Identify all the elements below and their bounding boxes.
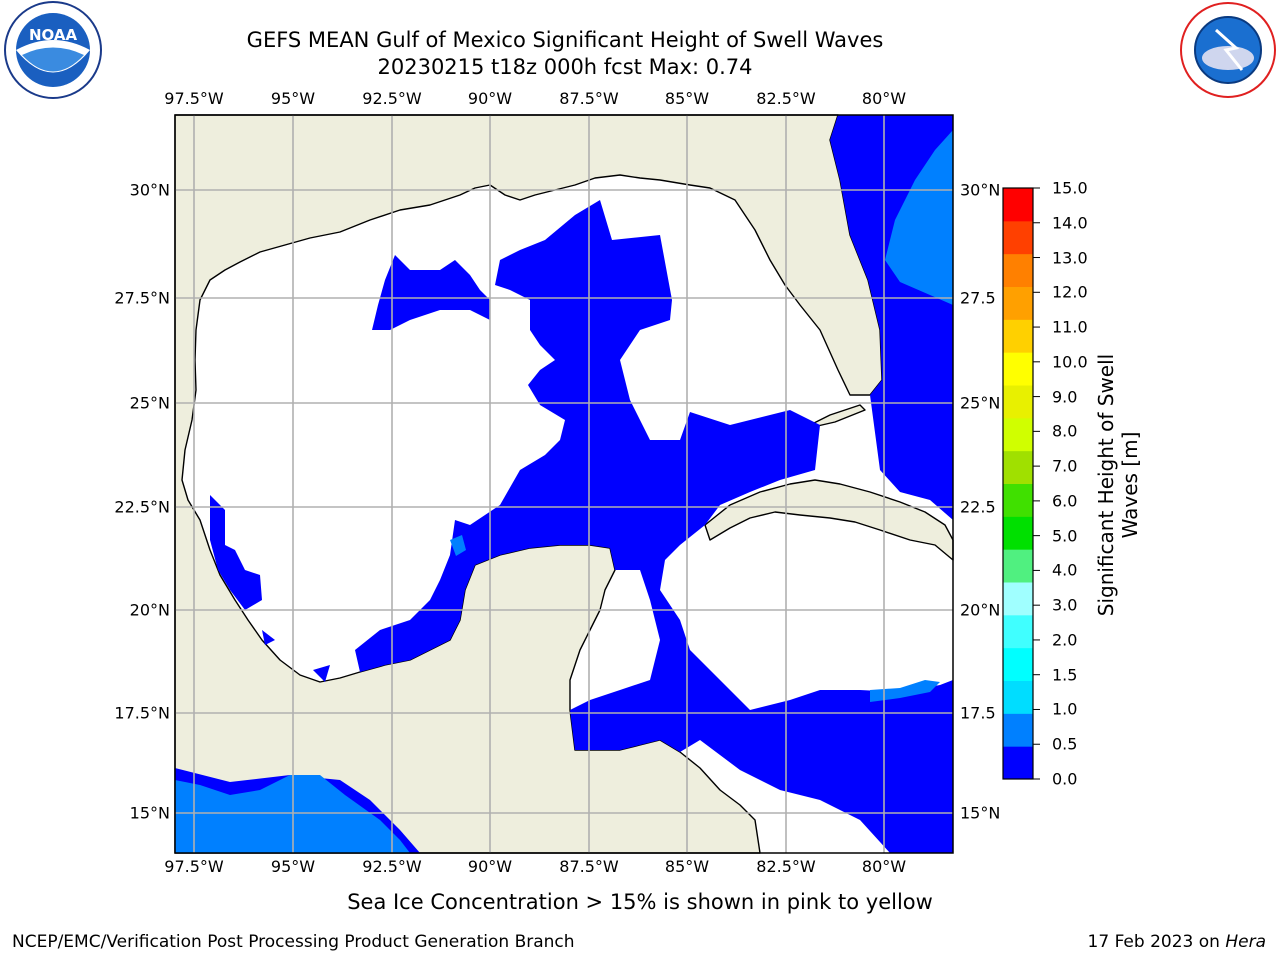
longitude-label-top: 95°W (270, 89, 316, 108)
longitude-label-top: 92.5°W (362, 89, 422, 108)
colorbar-tick-label: 4.0 (1052, 560, 1078, 580)
longitude-label-bottom: 95°W (270, 857, 316, 876)
colorbar-segment (1003, 582, 1033, 616)
colorbar-segment (1003, 713, 1033, 747)
colorbar-tick-label: 11.0 (1052, 317, 1088, 337)
longitude-label-bottom: 80°W (861, 857, 907, 876)
longitude-label-bottom: 85°W (664, 857, 710, 876)
colorbar-segment (1003, 417, 1033, 452)
colorbar-tick-label: 5.0 (1052, 526, 1078, 546)
land-areas (174, 114, 954, 854)
latitude-label-right: 25°N (960, 393, 1001, 413)
longitude-label-top: 85°W (664, 89, 710, 108)
longitude-label-top: 82.5°W (756, 89, 816, 108)
longitude-label-bottom: 97.5°W (164, 857, 224, 876)
footer-date-text: 17 Feb 2023 on (1087, 932, 1226, 952)
colorbar-segment (1003, 614, 1033, 649)
chart-subtitle: 20230215 t18z 000h fcst Max: 0.74 (377, 55, 753, 79)
colorbar-tick-label: 13.0 (1052, 248, 1088, 268)
longitude-label-bottom: 82.5°W (756, 857, 816, 876)
longitude-label-top: 97.5°W (164, 89, 224, 108)
colorbar-segment (1003, 549, 1033, 583)
colorbar-tick-label: 8.0 (1052, 421, 1078, 441)
colorbar-tick-label: 14.0 (1052, 213, 1088, 233)
latitude-label-left: 20°N (129, 600, 170, 620)
latitude-label-right: 20°N (960, 600, 1001, 620)
colorbar-segment (1003, 516, 1033, 550)
colorbar-segment (1003, 385, 1033, 419)
colorbar-segment (1003, 253, 1033, 287)
longitude-label-bottom: 90°W (467, 857, 513, 876)
colorbar-segment (1003, 319, 1033, 353)
longitude-label-bottom: 87.5°W (559, 857, 619, 876)
latitude-label-right: 17.5 (960, 703, 996, 723)
footer-host: Hera (1225, 932, 1266, 952)
nws-logo (1180, 2, 1276, 98)
latitude-label-left: 30°N (129, 180, 170, 200)
colorbar-tick-label: 10.0 (1052, 352, 1088, 372)
colorbar-segment (1003, 188, 1033, 222)
colorbar-segment (1003, 220, 1033, 255)
noaa-logo: NOAA (4, 1, 102, 99)
longitude-label-bottom: 92.5°W (362, 857, 422, 876)
longitude-label-top: 90°W (467, 89, 513, 108)
latitude-label-right: 22.5 (960, 497, 996, 517)
latitude-label-right: 30°N (960, 180, 1001, 200)
footer-credit: NCEP/EMC/Verification Post Processing Pr… (12, 932, 575, 952)
svg-text:NOAA: NOAA (29, 26, 78, 44)
colorbar-segment (1003, 680, 1033, 714)
latitude-label-left: 27.5°N (114, 288, 170, 308)
colorbar-segment (1003, 746, 1033, 780)
colorbar-segment (1003, 352, 1033, 386)
colorbar-segment (1003, 286, 1033, 320)
latitude-label-left: 22.5°N (114, 497, 170, 517)
latitude-label-left: 25°N (129, 393, 170, 413)
colorbar-tick-label: 1.0 (1052, 699, 1078, 719)
latitude-label-left: 17.5°N (114, 703, 170, 723)
swell-field-zero-band (175, 115, 953, 853)
map-gridlines (175, 115, 953, 853)
longitude-label-top: 80°W (861, 89, 907, 108)
colorbar-segment (1003, 647, 1033, 681)
latitude-label-right: 27.5 (960, 288, 996, 308)
colorbar-tick-label: 3.0 (1052, 595, 1078, 615)
colorbar-segment (1003, 450, 1033, 484)
colorbar-tick-label: 0.5 (1052, 734, 1078, 754)
colorbar-tick-label: 7.0 (1052, 456, 1078, 476)
longitude-label-top: 87.5°W (559, 89, 619, 108)
colorbar-tick-label: 2.0 (1052, 630, 1078, 650)
colorbar-tick-label: 0.0 (1052, 769, 1078, 789)
colorbar-tick-label: 6.0 (1052, 491, 1078, 511)
colorbar-segment (1003, 483, 1033, 517)
colorbar-frame (1002, 187, 1034, 780)
latitude-label-left: 15°N (129, 803, 170, 823)
latitude-label-right: 15°N (960, 803, 1001, 823)
colorbar-tick-label: 12.0 (1052, 282, 1088, 302)
colorbar-title: Significant Height of Swell Waves [m] (1094, 353, 1142, 617)
colorbar-tick-label: 1.5 (1052, 665, 1078, 685)
colorbar-tick-label: 9.0 (1052, 387, 1078, 407)
sea-ice-note: Sea Ice Concentration > 15% is shown in … (347, 890, 933, 914)
chart-title: GEFS MEAN Gulf of Mexico Significant Hei… (246, 28, 884, 52)
colorbar-tick-label: 15.0 (1052, 178, 1088, 198)
map-frame (174, 114, 954, 854)
footer-date: 17 Feb 2023 on Hera (1088, 932, 1266, 952)
